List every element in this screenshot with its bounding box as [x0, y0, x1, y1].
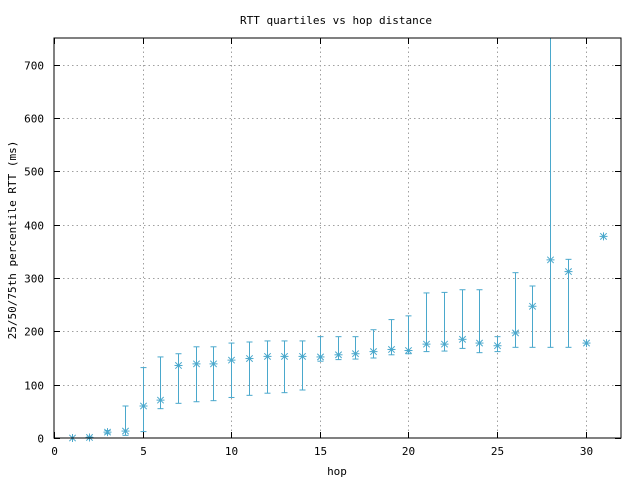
x-tick-label: 5 — [140, 445, 147, 458]
data-point-hop-20 — [404, 315, 413, 355]
grid — [54, 38, 621, 438]
data-point-hop-19 — [387, 319, 396, 356]
median-marker — [103, 428, 112, 437]
data-point-hop-14 — [298, 340, 307, 391]
median-marker — [209, 359, 218, 368]
x-tick-label: 30 — [580, 445, 593, 458]
y-tick-label: 600 — [24, 113, 44, 126]
y-tick-label: 100 — [24, 380, 44, 393]
median-marker — [475, 339, 484, 348]
x-axis-label: hop — [327, 465, 347, 478]
data-point-hop-30 — [582, 339, 591, 348]
median-marker — [174, 361, 183, 370]
median-marker — [139, 402, 148, 410]
median-marker — [192, 359, 201, 368]
median-marker — [156, 396, 165, 405]
median-marker — [599, 232, 608, 241]
data-point-hop-26 — [511, 272, 520, 348]
y-tick-label: 400 — [24, 220, 44, 233]
median-marker — [227, 356, 236, 365]
data-point-hop-5 — [139, 367, 148, 433]
y-tick-label: 300 — [24, 273, 44, 286]
chart-title: RTT quartiles vs hop distance — [240, 14, 432, 27]
data-point-hop-9 — [209, 346, 218, 402]
y-axis-label: 25/50/75th percentile RTT (ms) — [6, 141, 19, 340]
data-point-hop-4 — [121, 405, 130, 436]
median-marker — [404, 346, 413, 355]
median-marker — [493, 341, 502, 350]
x-tick-label: 25 — [491, 445, 504, 458]
data-point-hop-15 — [316, 336, 325, 362]
median-marker — [422, 340, 431, 349]
data-point-hop-23 — [458, 289, 467, 349]
data-point-hop-8 — [192, 346, 201, 403]
median-marker — [351, 349, 360, 358]
data-point-hop-21 — [422, 292, 431, 353]
median-marker — [458, 335, 467, 344]
median-marker — [369, 347, 378, 356]
data-point-hop-3 — [103, 428, 112, 437]
data-point-hop-31 — [599, 232, 608, 241]
data-point-hop-7 — [174, 353, 183, 404]
y-tick-label: 500 — [24, 166, 44, 179]
data-point-hop-18 — [369, 329, 378, 359]
data-point-hop-13 — [280, 340, 289, 394]
data-point-hop-25 — [493, 336, 502, 353]
data-point-hop-24 — [475, 289, 484, 354]
x-tick-label: 15 — [314, 445, 327, 458]
data-point-hop-12 — [263, 340, 272, 394]
median-marker — [546, 255, 555, 264]
x-tick-label: 0 — [51, 445, 58, 458]
median-marker — [121, 427, 130, 436]
median-marker — [316, 352, 325, 361]
axis-ticks: 0 100 200 300 400 500 600 700 0 5 10 15 20 25 30 — [24, 38, 621, 458]
data-point-hop-16 — [334, 336, 343, 361]
median-marker — [387, 345, 396, 354]
data-point-hop-27 — [528, 285, 537, 348]
data-point-hop-28 — [546, 38, 555, 348]
y-tick-label: 700 — [24, 60, 44, 73]
data-point-hop-6 — [156, 356, 165, 410]
median-marker — [245, 354, 254, 363]
data-point-hop-29 — [564, 258, 573, 348]
x-tick-label: 10 — [225, 445, 238, 458]
y-tick-label: 0 — [37, 433, 44, 446]
data-point-hop-10 — [227, 342, 236, 398]
data-point-hop-22 — [440, 291, 449, 352]
median-marker — [85, 433, 94, 442]
data-point-hop-11 — [245, 341, 254, 396]
median-marker — [334, 350, 343, 359]
median-marker — [280, 352, 289, 361]
median-marker — [440, 340, 449, 349]
median-marker — [511, 328, 520, 337]
median-marker — [298, 352, 307, 361]
series-rtt-quartiles — [68, 38, 608, 442]
plot-frame — [53, 37, 622, 439]
data-point-hop-17 — [351, 336, 360, 360]
median-marker — [564, 267, 573, 276]
median-marker — [528, 302, 537, 311]
y-tick-label: 200 — [24, 326, 44, 339]
median-marker — [263, 352, 272, 361]
x-tick-label: 20 — [402, 445, 415, 458]
data-point-hop-2 — [85, 433, 94, 442]
median-marker — [582, 339, 591, 348]
